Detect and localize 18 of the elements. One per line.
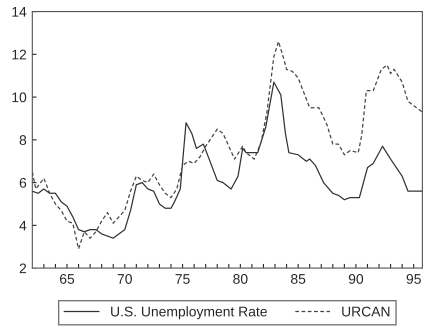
legend-label: U.S. Unemployment Rate [111, 306, 267, 320]
x-tick-label: 90 [348, 274, 364, 284]
x-tick-label: 85 [291, 274, 306, 284]
y-tick-label: 8 [20, 135, 26, 146]
legend-label: URCAN [342, 306, 390, 316]
x-tick-label: 65 [60, 274, 74, 284]
y-tick-label: 14 [12, 7, 26, 17]
line-series [32, 82, 422, 239]
y-tick-label: 2 [20, 263, 26, 274]
y-tick-label: 6 [20, 178, 26, 188]
line-series [32, 40, 422, 250]
y-tick-label: 12 [12, 50, 26, 60]
x-tick-label: 80 [233, 274, 248, 284]
x-tick-label: 70 [118, 274, 132, 284]
x-tick-label: 95 [406, 274, 421, 284]
x-tick-label: 75 [176, 274, 190, 284]
y-tick-label: 10 [12, 92, 26, 102]
y-tick-label: 4 [19, 220, 26, 230]
